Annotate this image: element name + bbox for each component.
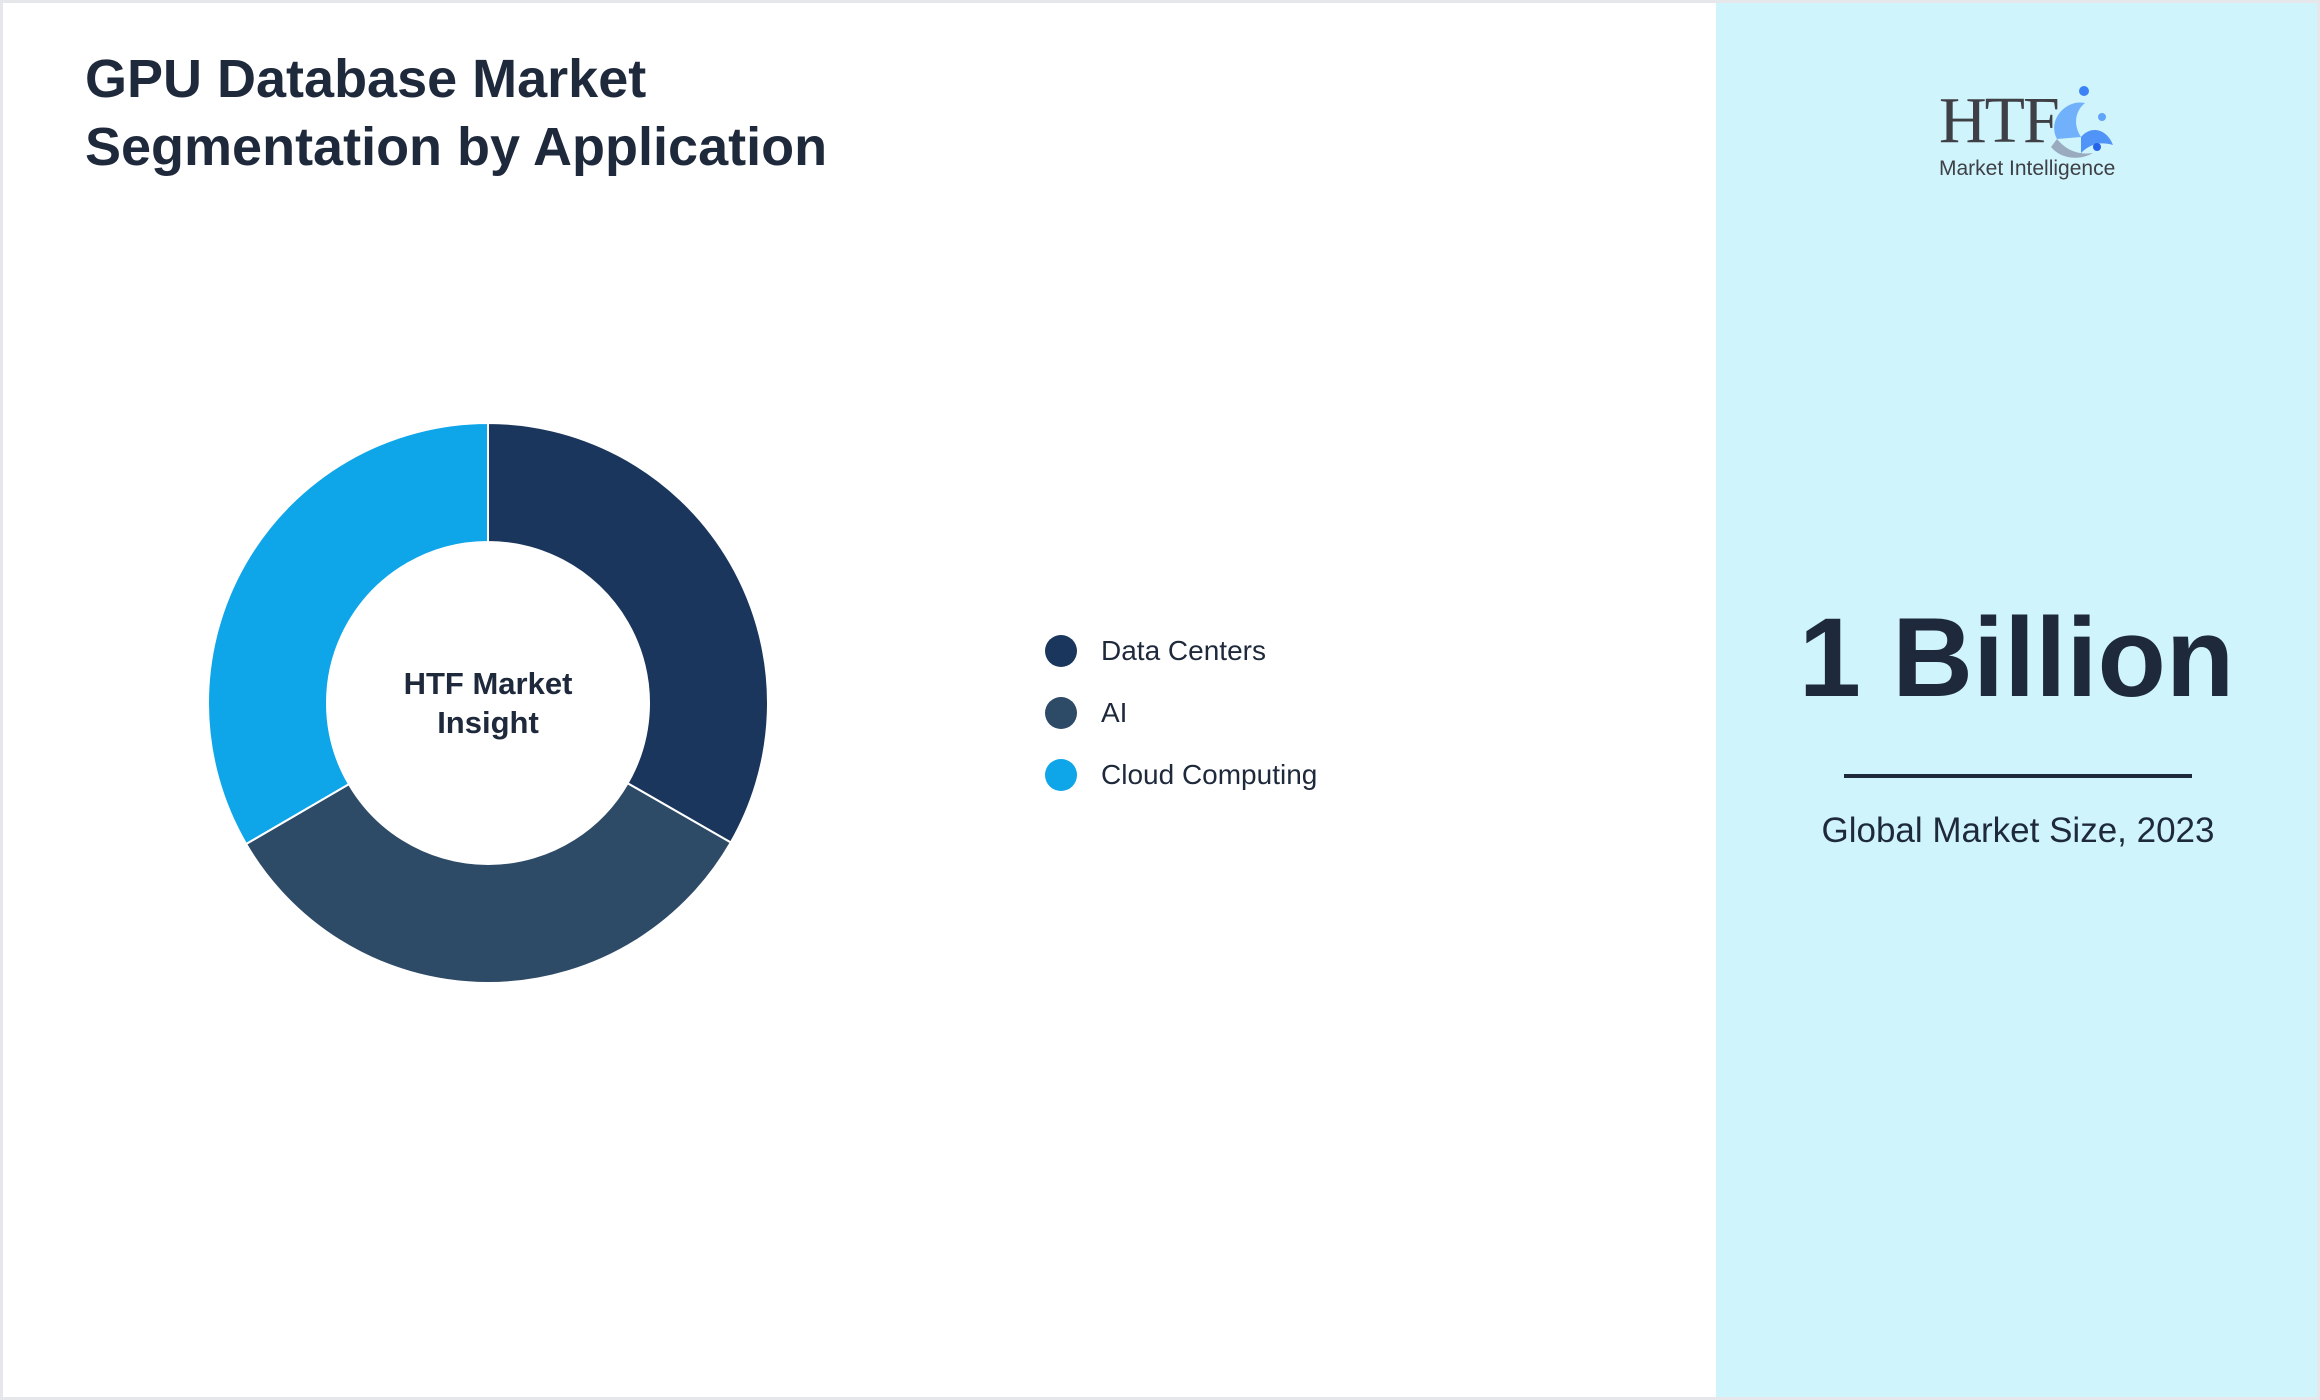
legend-item-cloud-computing: Cloud Computing — [1045, 744, 1317, 806]
legend-swatch — [1045, 697, 1077, 729]
page-title: GPU Database Market Segmentation by Appl… — [85, 45, 827, 181]
donut-chart: HTF Market Insight — [203, 418, 773, 988]
chart-panel: GPU Database Market Segmentation by Appl… — [3, 3, 1716, 1397]
chart-legend: Data Centers AI Cloud Computing — [1045, 620, 1317, 806]
legend-label: Cloud Computing — [1101, 759, 1318, 790]
legend-swatch — [1045, 635, 1077, 667]
logo-mark-icon — [2051, 86, 2113, 158]
legend-item-ai: AI — [1045, 682, 1317, 744]
legend-label: AI — [1101, 697, 1128, 728]
title-line-1: GPU Database Market — [85, 49, 647, 109]
legend-label: Data Centers — [1101, 635, 1266, 666]
legend-swatch — [1045, 759, 1077, 791]
donut-chart-svg — [207, 421, 769, 984]
slice-ai — [244, 781, 733, 984]
htf-logo: HTF Market Intelligence — [1927, 81, 2117, 191]
market-size-panel: HTF Market Intelligence 1 Billion Global… — [1716, 3, 2317, 1397]
market-size-caption: Global Market Size, 2023 — [1821, 811, 2215, 850]
slice-cloud-computing — [207, 421, 489, 846]
title-line-2: Segmentation by Application — [85, 117, 828, 177]
logo-brand: HTF — [1939, 84, 2060, 157]
market-size-value: 1 Billion — [1798, 595, 2235, 720]
legend-item-data-centers: Data Centers — [1045, 620, 1317, 682]
logo-tagline: Market Intelligence — [1939, 157, 2116, 180]
slice-data-centers — [487, 421, 769, 844]
divider — [1844, 774, 2192, 778]
